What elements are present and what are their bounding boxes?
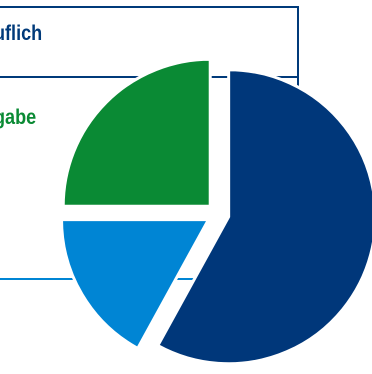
pie-slice-dark-blue [155,68,372,366]
pie-slice-light-blue [60,218,212,351]
legend-label-green: gabe [0,106,37,129]
legend-label-blue: uflich [0,22,43,45]
pie-slice-green [61,57,212,208]
